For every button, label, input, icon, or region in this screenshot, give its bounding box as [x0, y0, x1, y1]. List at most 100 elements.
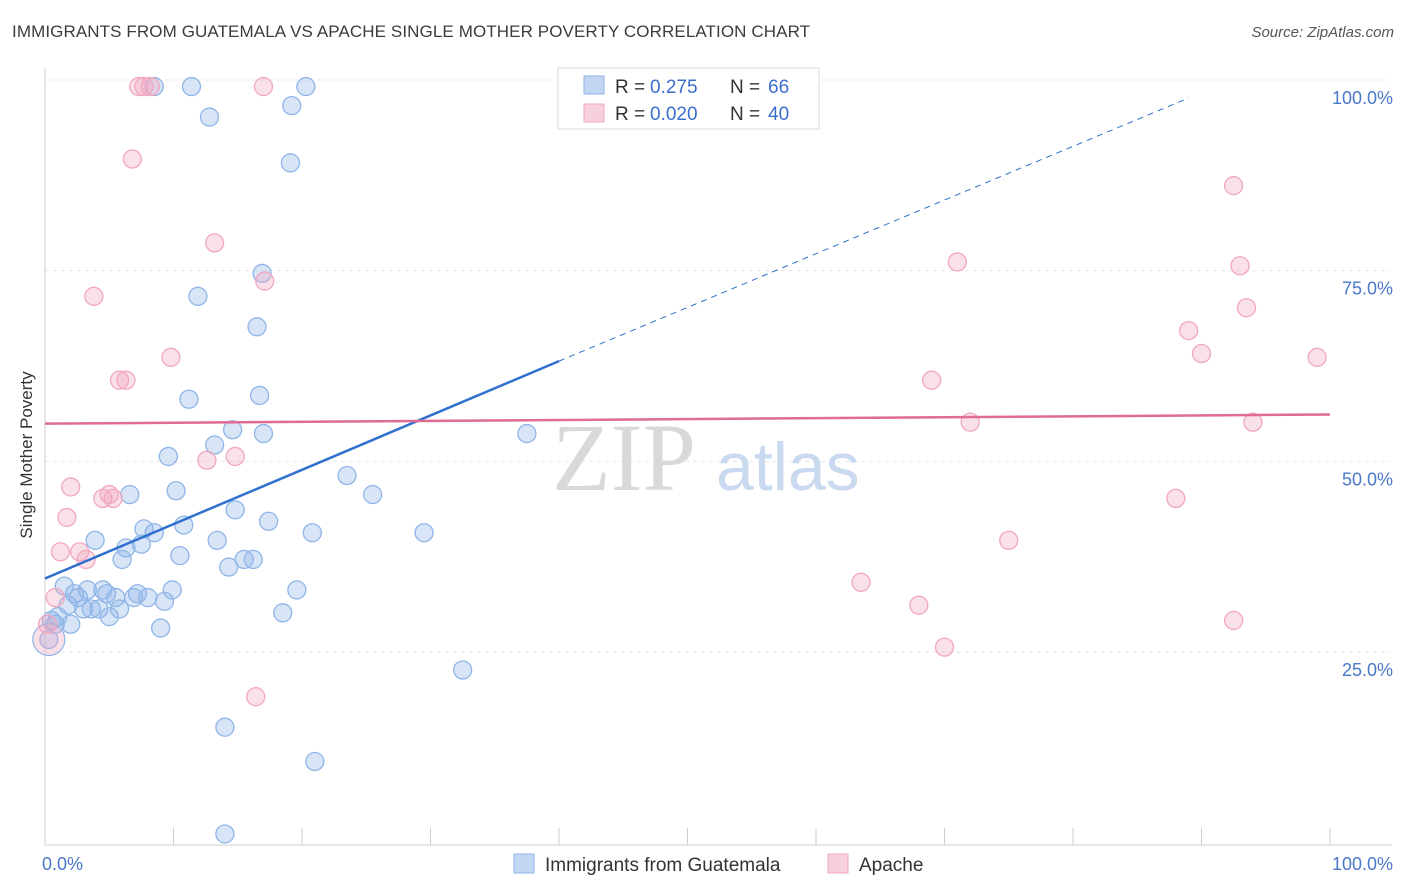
- guatemala-point-31: [162, 580, 182, 600]
- apache-point-24: [851, 572, 871, 592]
- trend-lines: [44, 97, 1331, 580]
- series-legend-swatch-guatemala: [513, 853, 535, 874]
- guatemala-point-35: [179, 389, 199, 409]
- guatemala-point-39: [204, 435, 225, 455]
- guatemala-point-43: [215, 824, 235, 844]
- series-legend-label-guatemala: Immigrants from Guatemala: [545, 855, 781, 876]
- origin-cluster-point: [32, 622, 66, 657]
- y-tick-label-2: 75.0%: [1342, 279, 1393, 299]
- apache-point-4: [61, 477, 81, 497]
- guatemala-point-59: [305, 751, 325, 772]
- guatemala-point-29: [154, 591, 175, 612]
- apache-point-20: [225, 446, 245, 467]
- axes: [44, 68, 1392, 846]
- guatemala-point-10: [77, 580, 98, 600]
- legend-r-value-guatemala: 0.275: [650, 77, 698, 98]
- guatemala-point-6: [61, 614, 81, 634]
- legend-n-label-guatemala: N =: [730, 77, 760, 98]
- legend-swatch-apache: [583, 103, 605, 123]
- legend-n-value-guatemala: 66: [768, 77, 789, 98]
- guatemala-point-40: [207, 530, 227, 550]
- guatemala-point-57: [296, 76, 316, 97]
- guatemala-point-58: [302, 523, 322, 543]
- guatemala-point-48: [247, 317, 267, 337]
- chart-title: IMMIGRANTS FROM GUATEMALA VS APACHE SING…: [12, 22, 811, 41]
- apache-point-18: [197, 450, 217, 470]
- y-axis-label: Single Mother Poverty: [17, 371, 36, 539]
- apache-point-37: [1236, 298, 1257, 318]
- apache-point-26: [922, 370, 942, 390]
- apache-point-38: [1243, 412, 1263, 432]
- guatemala-point-12: [85, 530, 105, 550]
- apache-point-23: [255, 271, 275, 291]
- apache-point-2: [50, 542, 71, 562]
- y-tick-labels: 25.0% 50.0% 75.0% 100.0%: [1332, 88, 1393, 680]
- apache-point-21: [246, 687, 266, 707]
- watermark-atlas: atlas: [716, 429, 860, 505]
- legend-r-label-guatemala: R =: [615, 77, 645, 98]
- apache-point-32: [1179, 320, 1199, 341]
- apache-point-22: [253, 76, 274, 97]
- apache-point-28: [947, 252, 967, 272]
- apache-point-10: [103, 488, 123, 509]
- guatemala-point-63: [452, 660, 473, 680]
- guatemala-point-41: [215, 717, 235, 737]
- guatemala-point-52: [253, 423, 274, 444]
- x-tick-label-0: 0.0%: [42, 854, 83, 874]
- trend-line-guatemala: [44, 359, 560, 580]
- guatemala-point-19: [112, 549, 132, 570]
- apache-point-34: [1223, 610, 1244, 631]
- legend-n-value-apache: 40: [768, 104, 789, 125]
- guatemala-point-62: [414, 523, 434, 543]
- guatemala-point-53: [273, 603, 293, 623]
- apache-point-30: [999, 530, 1019, 550]
- guatemala-point-18: [109, 599, 130, 619]
- stats-legend: R = 0.275 N = 66 R = 0.020 N = 40: [557, 67, 820, 130]
- apache-point-16: [140, 76, 161, 97]
- guatemala-point-23: [127, 584, 148, 604]
- series-legend: Immigrants from Guatemala Apache: [513, 853, 923, 876]
- guatemala-point-47: [243, 549, 263, 570]
- apache-point-25: [909, 595, 929, 615]
- trend-line-guatemala-extension: [558, 97, 1189, 362]
- guatemala-point-55: [280, 153, 301, 173]
- guatemala-point-64: [517, 423, 537, 444]
- guatemala-point-42: [219, 557, 239, 577]
- guatemala-point-13: [89, 599, 109, 619]
- guatemala-point-44: [222, 420, 243, 440]
- apache-point-17: [161, 347, 181, 367]
- apache-point-5: [70, 542, 90, 562]
- y-tick-label-0: 25.0%: [1342, 660, 1393, 680]
- watermark-zip: ZIP: [552, 404, 696, 511]
- legend-swatch-guatemala: [583, 75, 605, 95]
- guatemala-point-38: [199, 107, 220, 127]
- guatemala-point-37: [188, 286, 208, 306]
- guatemala-point-51: [258, 511, 279, 531]
- apache-point-31: [1166, 488, 1186, 509]
- x-tick-label-1: 100.0%: [1332, 854, 1393, 874]
- apache-point-0: [37, 614, 58, 634]
- legend-r-label-apache: R =: [615, 104, 645, 125]
- guatemala-point-16: [99, 606, 119, 627]
- legend-n-label-apache: N =: [730, 104, 760, 125]
- apache-point-36: [1230, 256, 1250, 276]
- x-tick-labels: 0.0% 100.0%: [42, 854, 1393, 874]
- apache-point-27: [934, 637, 955, 657]
- apache-point-19: [204, 233, 225, 253]
- legend-r-value-apache: 0.020: [650, 104, 698, 125]
- guatemala-point-50: [249, 385, 270, 406]
- apache-point-35: [1223, 176, 1244, 196]
- apache-point-15: [134, 76, 154, 97]
- guatemala-point-54: [282, 95, 302, 116]
- series-legend-swatch-apache: [827, 853, 849, 874]
- guatemala-point-28: [150, 618, 171, 638]
- guatemala-point-36: [181, 76, 202, 97]
- guatemala-point-30: [158, 446, 179, 467]
- source-credit: Source: ZipAtlas.com: [1251, 24, 1394, 41]
- guatemala-point-61: [363, 484, 383, 505]
- series-legend-label-apache: Apache: [859, 855, 923, 876]
- trend-line-apache: [44, 413, 1331, 425]
- guatemala-point-32: [166, 481, 186, 501]
- apache-point-12: [116, 370, 136, 390]
